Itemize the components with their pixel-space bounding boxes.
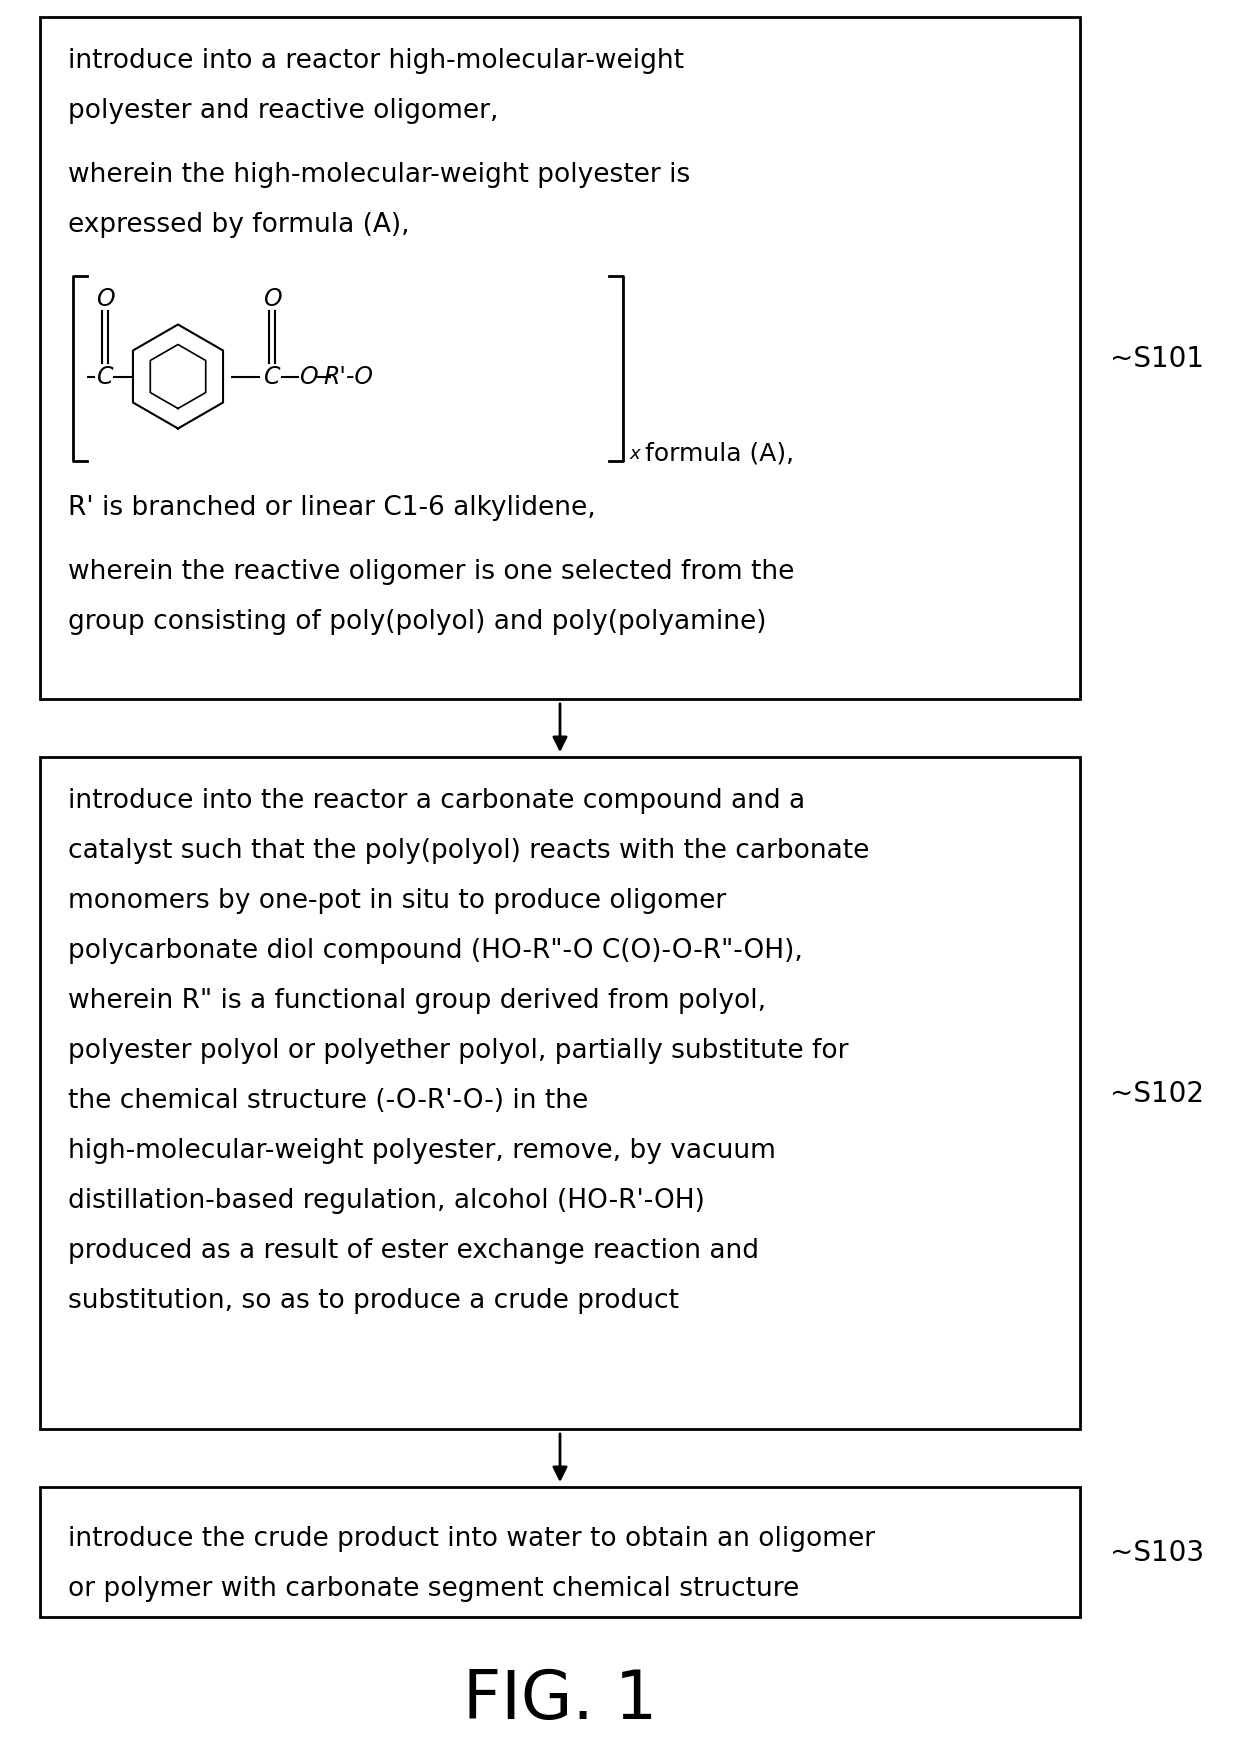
Text: R'-O: R'-O [322,365,373,390]
Text: R' is branched or linear C1-6 alkylidene,: R' is branched or linear C1-6 alkylidene… [68,495,595,520]
Text: the chemical structure (-O-R'-O-) in the: the chemical structure (-O-R'-O-) in the [68,1088,588,1114]
Text: high-molecular-weight polyester, remove, by vacuum: high-molecular-weight polyester, remove,… [68,1137,776,1163]
Text: catalyst such that the poly(polyol) reacts with the carbonate: catalyst such that the poly(polyol) reac… [68,838,869,863]
Text: polycarbonate diol compound (HO-R"-O C(O)-O-R"-OH),: polycarbonate diol compound (HO-R"-O C(O… [68,938,802,963]
Text: C: C [264,365,280,390]
Text: polyester and reactive oligomer,: polyester and reactive oligomer, [68,98,498,125]
Text: introduce into the reactor a carbonate compound and a: introduce into the reactor a carbonate c… [68,787,805,813]
Text: introduce into a reactor high-molecular-weight: introduce into a reactor high-molecular-… [68,47,684,74]
Text: wherein the reactive oligomer is one selected from the: wherein the reactive oligomer is one sel… [68,559,795,585]
Text: x: x [629,445,640,462]
Text: ~S103: ~S103 [1110,1537,1204,1565]
Text: FIG. 1: FIG. 1 [463,1666,657,1732]
Text: O: O [299,365,317,390]
Text: ~S102: ~S102 [1110,1079,1204,1107]
Text: group consisting of poly(polyol) and poly(polyamine): group consisting of poly(polyol) and pol… [68,608,766,634]
Text: O: O [263,286,281,311]
Text: substitution, so as to produce a crude product: substitution, so as to produce a crude p… [68,1288,680,1312]
Text: wherein R" is a functional group derived from polyol,: wherein R" is a functional group derived… [68,987,766,1014]
Text: C: C [97,365,113,390]
Text: or polymer with carbonate segment chemical structure: or polymer with carbonate segment chemic… [68,1574,800,1601]
Text: O: O [95,286,114,311]
Text: formula (A),: formula (A), [645,441,794,466]
Text: ~S101: ~S101 [1110,344,1204,372]
Text: produced as a result of ester exchange reaction and: produced as a result of ester exchange r… [68,1237,759,1263]
Text: expressed by formula (A),: expressed by formula (A), [68,213,409,237]
Text: wherein the high-molecular-weight polyester is: wherein the high-molecular-weight polyes… [68,162,691,188]
Text: introduce the crude product into water to obtain an oligomer: introduce the crude product into water t… [68,1525,875,1551]
Text: polyester polyol or polyether polyol, partially substitute for: polyester polyol or polyether polyol, pa… [68,1037,848,1063]
Text: monomers by one-pot in situ to produce oligomer: monomers by one-pot in situ to produce o… [68,887,727,914]
Text: distillation-based regulation, alcohol (HO-R'-OH): distillation-based regulation, alcohol (… [68,1188,704,1214]
